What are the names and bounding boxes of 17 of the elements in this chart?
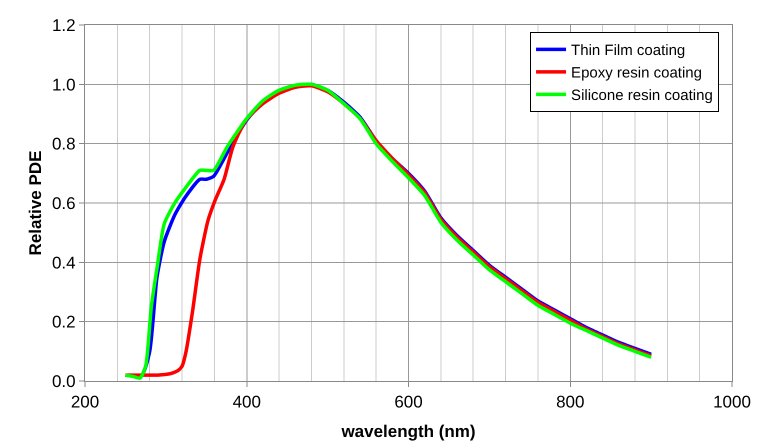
legend-label: Epoxy resin coating [571,64,702,82]
y-tick-label: 1.0 [52,75,76,94]
x-tick-label: 400 [232,392,261,412]
legend-label: Thin Film coating [571,42,686,60]
y-tick-label: 0.6 [52,194,76,213]
y-tick-label: 0.4 [52,253,76,272]
y-tick-label: 0.8 [52,134,76,154]
x-tick-label: 200 [70,392,100,412]
y-tick-label: 0.0 [52,372,76,391]
x-axis-title: wavelength (nm) [340,422,476,441]
y-axis-title: Relative PDE [26,150,45,256]
x-tick-label: 1000 [713,392,751,412]
y-tick-label: 0.2 [52,312,76,332]
y-tick-label: 1.2 [52,16,76,35]
legend-label: Silicone resin coating [571,87,713,104]
x-tick-label: 800 [556,392,584,412]
x-tick-label: 600 [394,392,423,412]
